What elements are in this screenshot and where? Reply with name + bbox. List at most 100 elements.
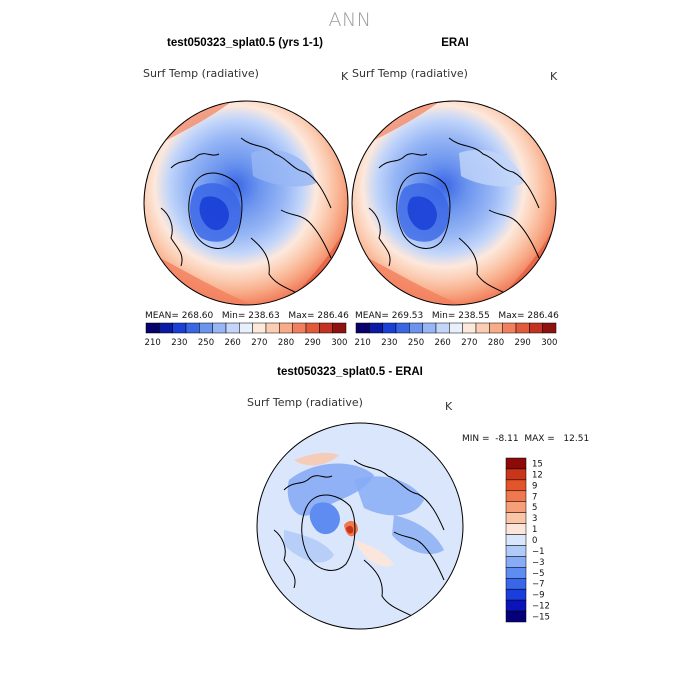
panel-3-colorbar-tick-label: −12 — [532, 602, 550, 612]
panel-2-colorbar-swatch — [422, 322, 437, 334]
panel-1-colorbar-swatch — [172, 322, 187, 334]
panel-2-colorbar-tick-label: 230 — [381, 338, 397, 348]
panel-1-colorbar-swatch — [265, 322, 280, 334]
panel-3-colorbar-swatches — [505, 457, 527, 623]
panel-2-colorbar-tick-label: 300 — [541, 338, 557, 348]
panel-1-colorbar-swatch — [252, 322, 267, 334]
panel-3-min: -8.11 — [495, 434, 519, 444]
panel-2-colorbar-swatch — [502, 322, 517, 334]
panel-2-temperature-field — [352, 101, 556, 305]
panel-3-colorbar-swatch — [505, 610, 527, 623]
panel-3-colorbar-tick-label: −5 — [532, 569, 545, 579]
panel-1-colorbar-tick-label: 300 — [331, 338, 347, 348]
panel-1-colorbar-tick-label: 250 — [198, 338, 214, 348]
panel-1-map-border — [143, 100, 349, 306]
panel-1-colorbar-swatch — [212, 322, 227, 334]
panel-3-colorbar-swatch — [505, 479, 527, 492]
panel-1-colorbar-swatch — [279, 322, 293, 334]
panel-2-colorbar-swatch — [542, 322, 557, 334]
panel-2-colorbar-swatch — [369, 322, 383, 334]
panel-3-colorbar-tick-label: −15 — [532, 613, 550, 623]
panel-2-colorbar-swatch — [489, 322, 503, 334]
panel-3-colorbar-swatch — [505, 578, 527, 590]
panel-1-colorbar-swatch — [332, 322, 347, 334]
panel-2-title: ERAI — [441, 37, 469, 49]
panel-3-title: test050323_splat0.5 - ERAI — [277, 366, 423, 378]
panel-2-colorbar-swatch — [355, 322, 370, 334]
panel-1-temperature-field — [144, 101, 348, 305]
panel-3-colorbar-tick-label: −7 — [532, 580, 545, 590]
panel-1-colorbar-swatch — [225, 322, 240, 334]
panel-2-map-border — [351, 100, 557, 306]
panel-1-colorbar-tick-label: 280 — [278, 338, 294, 348]
panel-2-colorbar: 210 230 250 260 270 280 290 300 — [355, 322, 558, 348]
panel-3-colorbar-swatch — [505, 588, 527, 601]
panel-1-colorbar-swatch — [159, 322, 173, 334]
panel-3-max: 12.51 — [563, 434, 590, 444]
panel-3-colorbar-tick-label: 12 — [532, 470, 543, 480]
panel-1-units: K — [341, 70, 349, 83]
panel-3-colorbar-tick-label: 1 — [532, 525, 537, 535]
panel-1-colorbar-tick-label: 230 — [171, 338, 187, 348]
panel-3-colorbar-swatch — [505, 599, 527, 612]
panel-1-colorbar-swatch — [185, 322, 200, 334]
panel-2-colorbar-swatch — [409, 322, 423, 334]
panel-1-stats: MEAN= 268.60 Min= 238.63 Max= 286.46 — [145, 311, 349, 321]
panel-3-colorbar-swatch — [505, 501, 527, 513]
panel-2-variable: Surf Temp (radiative) — [352, 67, 468, 80]
panel-3-colorbar-swatch — [505, 457, 527, 470]
panel-2-colorbar-swatches — [355, 322, 557, 334]
panel-2-colorbar-swatch — [395, 322, 410, 334]
panel-1-coastlines — [160, 137, 332, 295]
panel-3-colorbar-swatch — [505, 556, 527, 568]
panel-3-colorbar-tick-label: 7 — [532, 492, 537, 502]
panel-3-units: K — [445, 400, 453, 413]
panel-3-polar-map — [256, 422, 464, 630]
panel-1-colorbar-swatch — [292, 322, 307, 334]
panel-1-colorbar-tick-label: 260 — [225, 338, 241, 348]
panel-2-colorbar-tick-label: 290 — [515, 338, 531, 348]
panel-1-colorbar-swatch — [239, 322, 253, 334]
panel-2-max: 286.46 — [527, 311, 559, 321]
panel-1-mean: 268.60 — [181, 311, 214, 321]
panel-1-colorbar-swatch — [145, 322, 160, 334]
panel-1-colorbar-swatch — [199, 322, 213, 334]
panel-1-colorbar-tick-label: 290 — [305, 338, 321, 348]
panel-3-colorbar-tick-label: 5 — [532, 503, 537, 513]
panel-2-colorbar-swatch — [462, 322, 477, 334]
panel-2-colorbar-tick-label: 210 — [355, 338, 371, 348]
panel-3-colorbar-tick-label: 9 — [532, 481, 537, 491]
panel-3-colorbar-swatch — [505, 567, 527, 579]
panel-2-min: 238.55 — [458, 311, 490, 321]
panel-3-colorbar-tick-label: −3 — [532, 558, 545, 568]
panel-2-colorbar-swatch — [449, 322, 463, 334]
panel-3-colorbar-swatch — [505, 468, 527, 481]
panel-3-colorbar-tick-label: 3 — [532, 514, 537, 524]
panel-3-variable: Surf Temp (radiative) — [247, 396, 363, 409]
panel-1-colorbar-swatch — [305, 322, 320, 334]
super-title: ANN — [328, 9, 372, 31]
panel-2-colorbar-tick-label: 270 — [461, 338, 477, 348]
panel-3-colorbar-swatch — [505, 512, 527, 524]
panel-2-colorbar-ticks: 210 230 250 260 270 280 290 300 — [355, 338, 558, 348]
panel-1-colorbar-tick-label: 210 — [145, 338, 161, 348]
panel-2-units: K — [550, 70, 558, 83]
panel-3-colorbar-tick-label: −9 — [532, 591, 545, 601]
panel-1-polar-map — [143, 100, 349, 306]
panel-3-stats: MIN = -8.11 MAX = 12.51 — [462, 434, 590, 444]
panel-2-colorbar-tick-label: 260 — [435, 338, 451, 348]
panel-1-colorbar-swatches — [145, 322, 347, 334]
panel-1-colorbar-tick-label: 270 — [251, 338, 267, 348]
panel-1-min: 238.63 — [248, 311, 280, 321]
panel-2-colorbar-tick-label: 250 — [408, 338, 424, 348]
panel-2-colorbar-swatch — [435, 322, 450, 334]
panel-3-colorbar-swatch — [505, 523, 527, 535]
panel-1-title: test050323_splat0.5 (yrs 1-1) — [167, 37, 323, 49]
panel-2-colorbar-swatch — [475, 322, 490, 334]
panel-3-difference-field — [257, 423, 463, 629]
panel-2-colorbar-swatch — [529, 322, 543, 334]
panel-2-coastlines — [368, 137, 540, 295]
panel-1-max: 286.46 — [317, 311, 349, 321]
panel-3-colorbar-swatch — [505, 534, 527, 546]
